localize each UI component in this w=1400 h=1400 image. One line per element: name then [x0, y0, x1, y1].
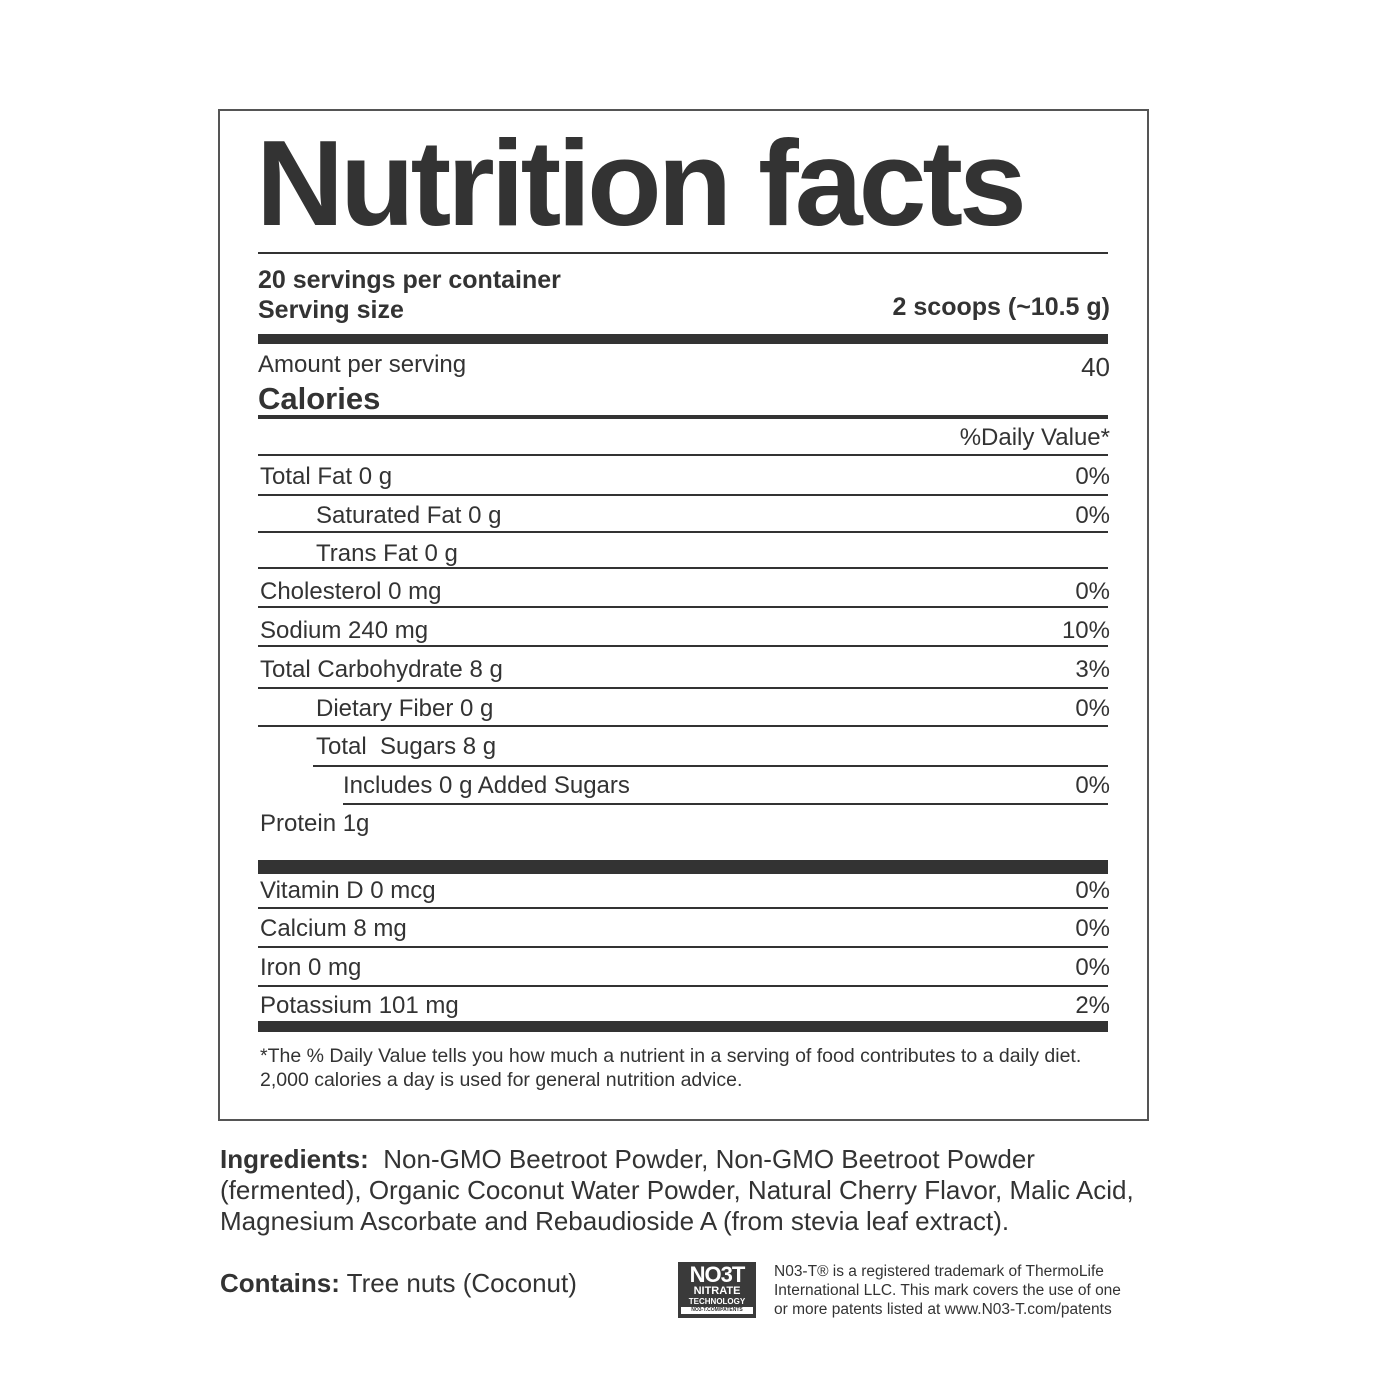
serving-size-label: Serving size	[258, 296, 404, 324]
serving-size-value: 2 scoops (~10.5 g)	[892, 293, 1110, 321]
divider	[258, 494, 1108, 496]
logo-sub: NO3-T.COM/PATENTS	[681, 1307, 753, 1314]
nutrient-label: Total Fat 0 g	[260, 463, 393, 490]
divider	[258, 531, 1108, 533]
contains: Contains: Tree nuts (Coconut)	[220, 1268, 577, 1299]
thick-divider	[258, 1021, 1108, 1032]
ingredients-label: Ingredients:	[220, 1144, 369, 1174]
thick-divider	[258, 860, 1108, 874]
nutrient-dv: 0%	[1075, 502, 1110, 529]
logo-sub: NITRATE	[693, 1285, 741, 1297]
vitamin-dv: 2%	[1075, 992, 1110, 1019]
divider	[258, 252, 1108, 254]
divider	[258, 687, 1108, 689]
divider	[258, 415, 1108, 419]
thick-divider	[258, 334, 1108, 344]
nutrient-label: Trans Fat 0 g	[316, 540, 458, 567]
nutrient-label: Total Sugars 8 g	[316, 733, 497, 760]
nutrient-dv: 0%	[1075, 578, 1110, 605]
logo-main: NO3T	[689, 1262, 746, 1287]
divider	[258, 946, 1108, 948]
nutrient-label: Dietary Fiber 0 g	[316, 695, 494, 722]
vitamin-label: Iron 0 mg	[260, 954, 362, 981]
vitamin-label: Potassium 101 mg	[260, 992, 459, 1019]
nutrient-label: Total Carbohydrate 8 g	[260, 656, 503, 683]
divider	[258, 725, 1108, 727]
trademark-line: International LLC. This mark covers the …	[774, 1282, 1121, 1299]
nutrition-label-panel	[218, 109, 1149, 1121]
divider	[258, 985, 1108, 987]
calories-label: Calories	[258, 381, 381, 416]
divider	[258, 454, 1108, 456]
divider	[258, 606, 1108, 608]
ingredients-text: Non-GMO Beetroot Powder, Non-GMO Beetroo…	[220, 1144, 1134, 1236]
servings-per-container: 20 servings per container	[258, 266, 561, 294]
calories-value: 40	[1081, 352, 1110, 382]
divider	[343, 803, 1108, 805]
vitamin-label: Vitamin D 0 mcg	[260, 877, 436, 904]
trademark-line: N03-T® is a registered trademark of Ther…	[774, 1263, 1104, 1280]
nutrient-dv: 3%	[1075, 656, 1110, 683]
divider	[258, 567, 1108, 569]
daily-value-footnote: *The % Daily Value tells you how much a …	[260, 1045, 1082, 1091]
vitamin-dv: 0%	[1075, 877, 1110, 904]
nutrient-dv: 0%	[1075, 772, 1110, 799]
nutrient-label: Includes 0 g Added Sugars	[343, 772, 630, 799]
divider	[313, 765, 1108, 767]
nutrient-label: Saturated Fat 0 g	[316, 502, 502, 529]
vitamin-label: Calcium 8 mg	[260, 915, 407, 942]
ingredients: Ingredients: Non-GMO Beetroot Powder, No…	[220, 1144, 1140, 1237]
trademark-line: or more patents listed at www.N03-T.com/…	[774, 1301, 1112, 1318]
logo-sub: TECHNOLOGY	[688, 1297, 746, 1306]
label-title: Nutrition facts	[256, 115, 1027, 251]
no3t-logo: NO3T NITRATE TECHNOLOGY NO3-T.COM/PATENT…	[678, 1262, 756, 1318]
nutrient-label: Sodium 240 mg	[260, 617, 429, 644]
vitamin-dv: 0%	[1075, 915, 1110, 942]
nutrient-dv: 0%	[1075, 695, 1110, 722]
vitamin-dv: 0%	[1075, 954, 1110, 981]
nutrient-label: Cholesterol 0 mg	[260, 578, 442, 605]
nutrient-dv: 0%	[1075, 463, 1110, 490]
amount-per-serving: Amount per serving	[258, 351, 467, 378]
daily-value-header: %Daily Value*	[959, 424, 1110, 451]
trademark-notice: N03-T® is a registered trademark of Ther…	[774, 1262, 1121, 1319]
divider	[258, 645, 1108, 647]
divider	[258, 907, 1108, 909]
nutrient-label: Protein 1g	[260, 810, 370, 837]
contains-label: Contains:	[220, 1268, 340, 1298]
nutrient-dv: 10%	[1061, 617, 1110, 644]
contains-text: Tree nuts (Coconut)	[346, 1268, 577, 1298]
